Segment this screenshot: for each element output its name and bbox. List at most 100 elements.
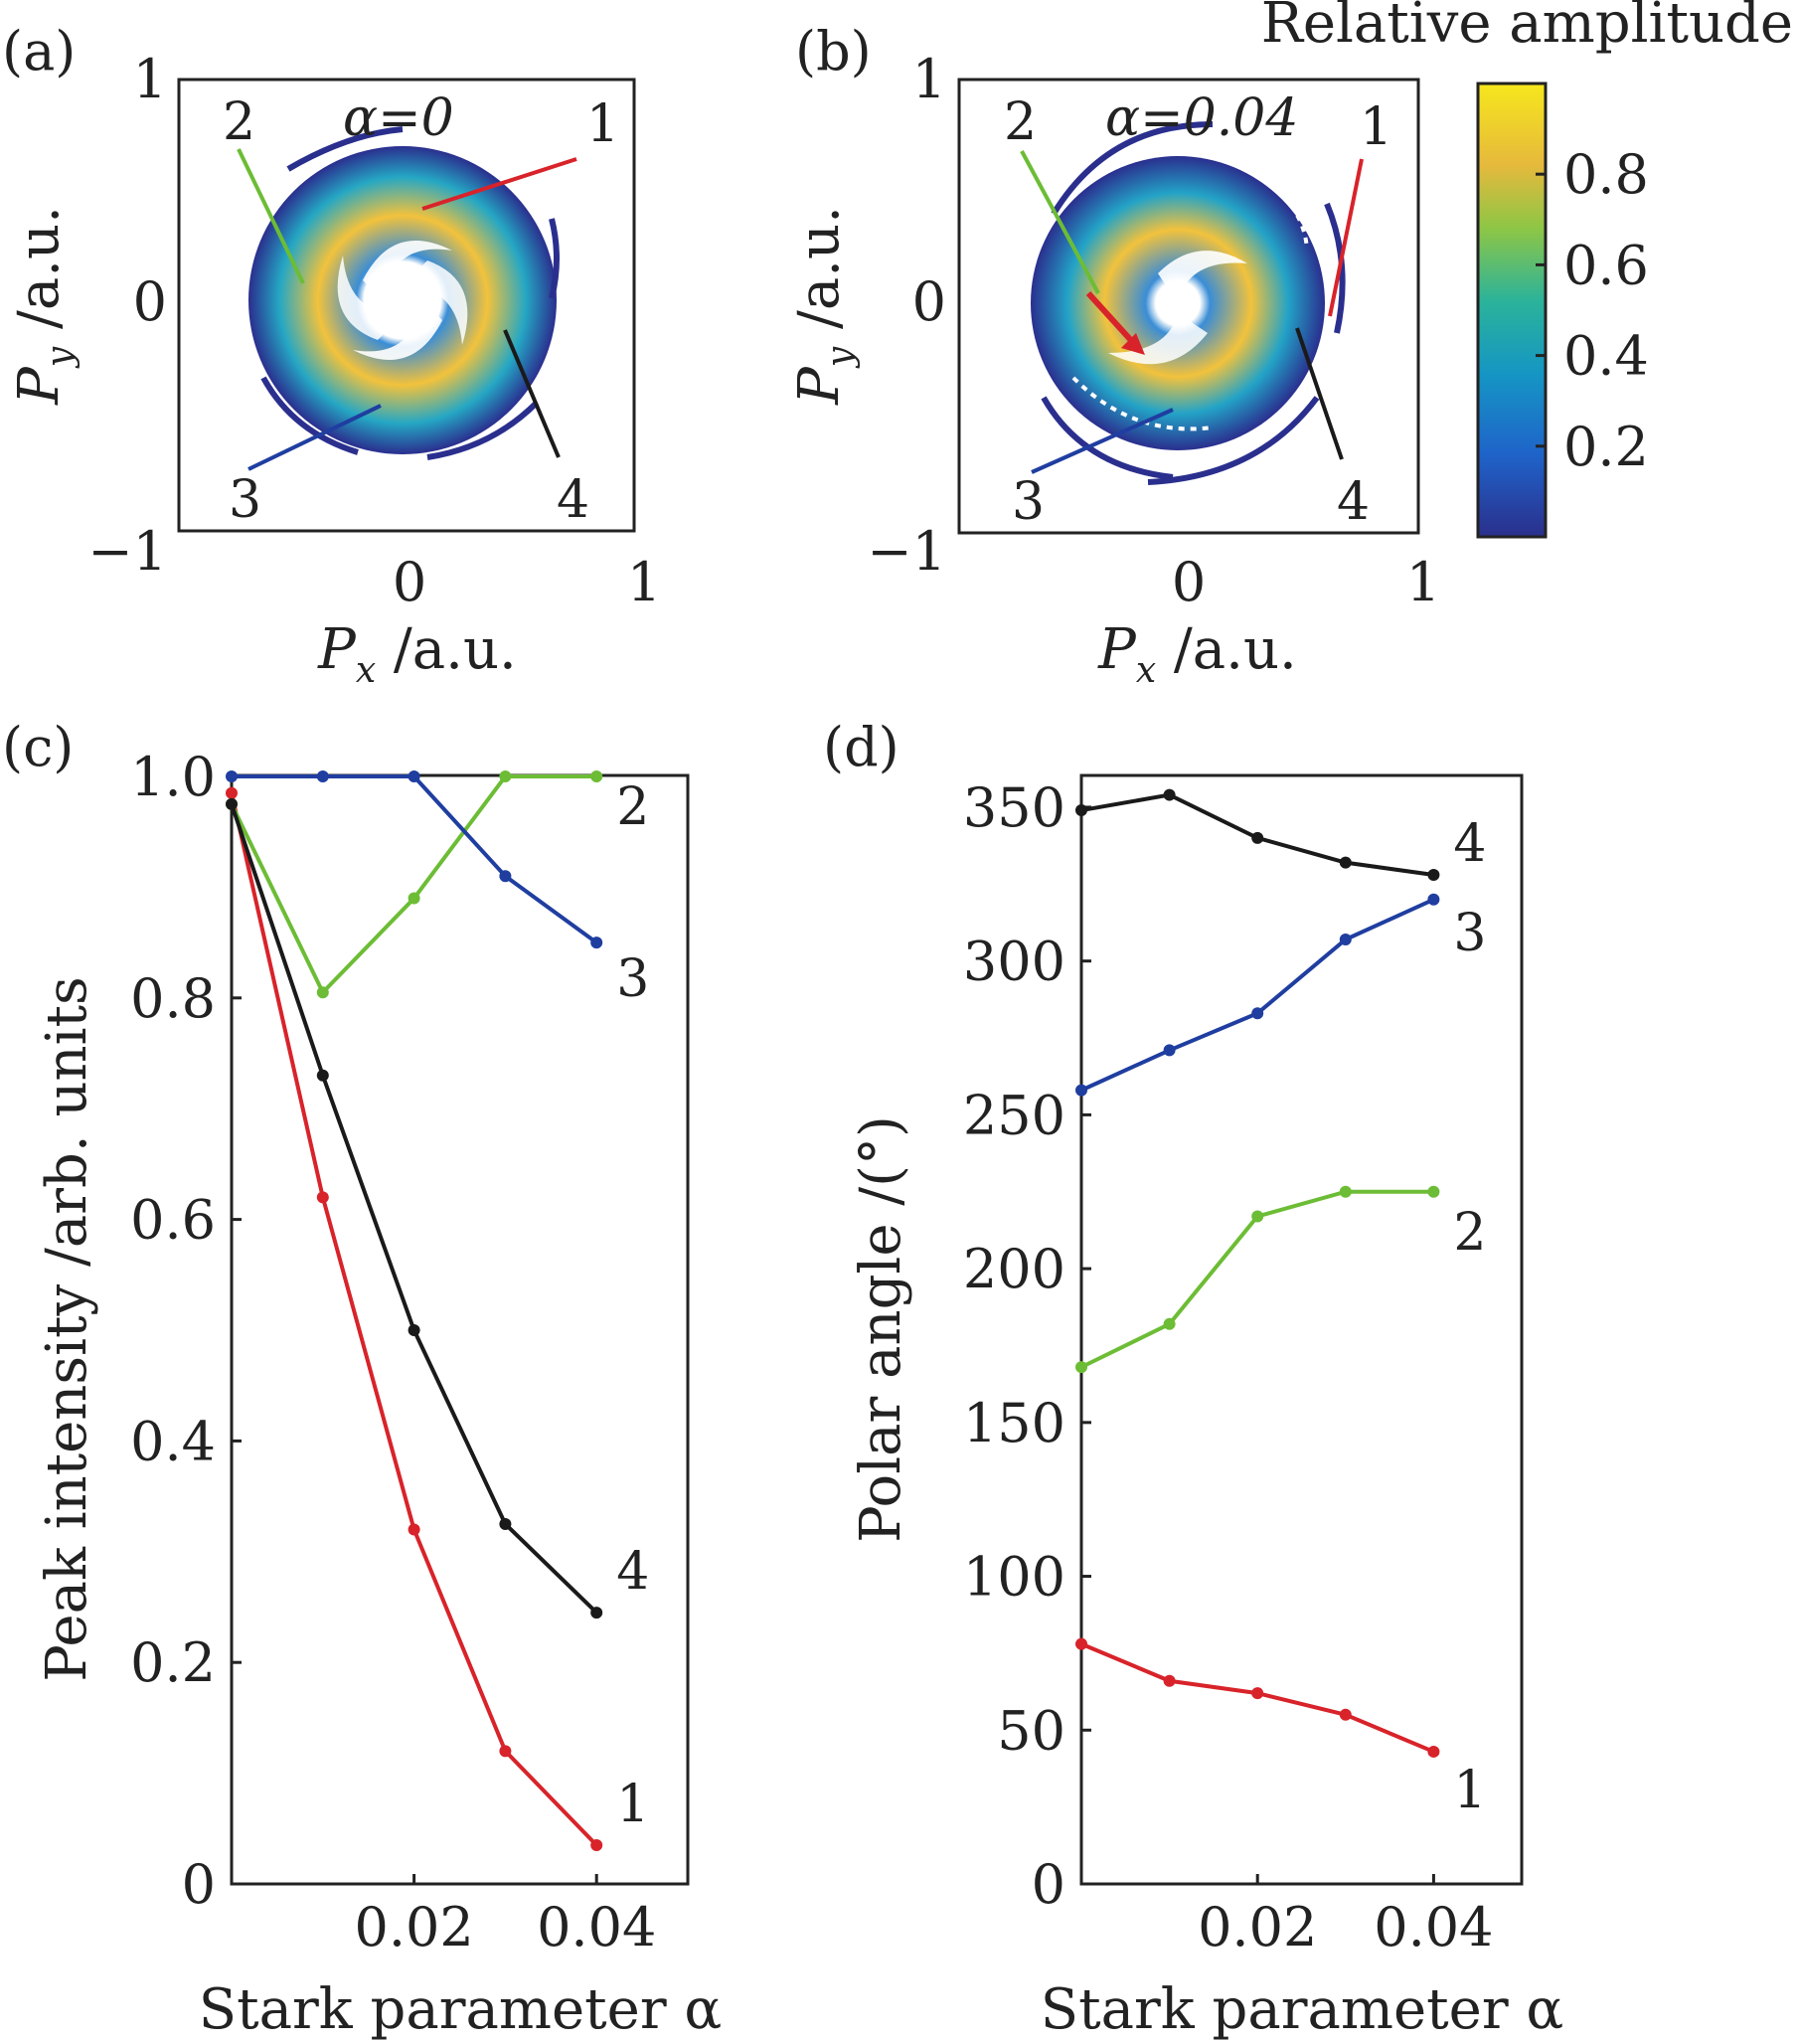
- plot-d-series-3-point: [1163, 1044, 1176, 1057]
- plot-d-series-2-label: 2: [1453, 1203, 1486, 1263]
- panel-b-annotation-3: 3: [1012, 472, 1045, 532]
- plot-d-series-1-point: [1163, 1674, 1176, 1687]
- plot-c-series-2-point: [499, 770, 512, 782]
- plot-c-ytick-label: 0: [182, 1853, 216, 1916]
- panel-a-annotation-2: 2: [223, 92, 255, 152]
- panel-d: (d) 0 50 100 150 200 250 300 350 0.02 0.04 1 2 3 4 St…: [823, 716, 1563, 2042]
- colorbar-tick-label: 0.8: [1563, 143, 1649, 206]
- plot-d-ytick-label: 100: [963, 1546, 1065, 1609]
- plot-c-ytick-label: 0.2: [130, 1631, 216, 1694]
- plot-c-xlabel: Stark parameter α: [199, 1977, 722, 2042]
- plot-d-xlabel: Stark parameter α: [1041, 1977, 1563, 2042]
- panel-a-annotation-4: 4: [557, 470, 589, 530]
- plot-d-ytick-label: 50: [997, 1699, 1065, 1762]
- plot-c-series-4-point: [499, 1517, 512, 1530]
- panel-b-xlabel: Px /a.u.: [1097, 617, 1297, 691]
- panel-a-xtick-0: 0: [393, 551, 426, 613]
- panel-a-ytick-m1: −1: [87, 520, 167, 583]
- plot-d-series-3-point: [1427, 893, 1440, 906]
- plot-c-series-4-point: [316, 1069, 329, 1082]
- plot-d-series-1-point: [1339, 1708, 1352, 1721]
- plot-c-ylabel: Peak intensity /arb. units: [35, 976, 99, 1681]
- colorbar-bar: [1476, 82, 1548, 539]
- plot-c-series-1-point: [408, 1523, 420, 1536]
- panel-a-label: (a): [2, 20, 76, 83]
- plot-d-ytick-label: 200: [963, 1238, 1065, 1300]
- plot-d-series-3-label: 3: [1453, 904, 1486, 963]
- plot-d-series-3-point: [1339, 934, 1352, 946]
- plot-c-ytick-label: 0.6: [130, 1189, 216, 1252]
- plot-d-xtick-label: 0.04: [1374, 1896, 1493, 1959]
- plot-d-ytick-label: 150: [963, 1392, 1065, 1454]
- plot-c-series-2-point: [316, 986, 329, 999]
- momentum-map-a: [248, 126, 560, 460]
- panel-a-ylabel: Py /a.u.: [7, 206, 81, 406]
- panel-a-annotation-1: 1: [586, 94, 619, 154]
- plot-d-ytick-label: 250: [963, 1084, 1065, 1146]
- plot-d-series-2-point: [1251, 1210, 1264, 1223]
- plot-d-xtick-label: 0.02: [1198, 1896, 1317, 1959]
- plot-d-series-3-point: [1075, 1084, 1087, 1097]
- plot-c-ytick-label: 0.8: [130, 967, 216, 1030]
- plot-c: 0 0.2 0.4 0.6 0.8 1.0 0.02 0.04 1 2 3 4: [130, 746, 656, 1959]
- plot-d-series-2-point: [1427, 1185, 1440, 1198]
- panel-b-xtick-1: 1: [1406, 551, 1440, 613]
- panel-b: (b) 1 2 3 4 α=0.04 1 0 −1 0 1 Px /a.u. P…: [787, 20, 1440, 691]
- plot-d-series-4-point: [1075, 804, 1087, 817]
- panel-b-label: (b): [795, 20, 872, 83]
- plot-c-series-3-point: [590, 937, 603, 949]
- panel-a-ytick-0: 0: [133, 270, 167, 333]
- plot-d-series-4-point: [1163, 788, 1176, 801]
- plot-d-ytick-label: 350: [963, 776, 1065, 839]
- panel-b-xtick-0: 0: [1172, 551, 1206, 613]
- plot-c-ytick-label: 0.4: [130, 1410, 216, 1472]
- plot-c-series-3-label: 3: [616, 949, 649, 1009]
- plot-d-series-2-point: [1339, 1185, 1352, 1198]
- plot-d-series-1-point: [1251, 1687, 1264, 1700]
- plot-c-series-4-point: [226, 797, 238, 810]
- plot-c-series-4-point: [590, 1607, 603, 1619]
- colorbar-tick-label: 0.6: [1563, 234, 1649, 296]
- plot-d-series-3-point: [1251, 1007, 1264, 1020]
- panel-b-ytick-1: 1: [912, 48, 946, 110]
- panel-b-ylabel: Py /a.u.: [787, 206, 861, 406]
- plot-d-series-2-point: [1075, 1361, 1087, 1374]
- panel-b-annotation-2: 2: [1004, 92, 1037, 152]
- momentum-disk-a: [248, 146, 557, 454]
- plot-c-series-3-point: [408, 770, 420, 782]
- panel-a-title: α=0: [343, 88, 454, 148]
- plot-c-series-2-point: [408, 892, 420, 905]
- plot-c-series-4-label: 4: [616, 1542, 649, 1602]
- panel-c-label: (c): [2, 716, 74, 778]
- plot-c-series-1-point: [499, 1745, 512, 1758]
- momentum-map-b: [1031, 121, 1346, 485]
- panel-b-annotation-1: 1: [1360, 97, 1392, 157]
- colorbar-tick-label: 0.4: [1563, 325, 1649, 388]
- plot-c-series-1-point: [590, 1839, 603, 1852]
- panel-a-annotation-3: 3: [229, 470, 261, 530]
- panel-a-xtick-1: 1: [627, 551, 661, 613]
- plot-d-series-1-label: 1: [1453, 1761, 1486, 1820]
- plot-c-series-1-point: [316, 1191, 329, 1204]
- plot-d-ytick-label: 0: [1032, 1853, 1065, 1916]
- panel-c: (c) 0 0.2 0.4 0.6 0.8 1.0 0.02 0.04 1 2 3 4 Stark p…: [2, 716, 722, 2042]
- plot-d-series-1-point: [1427, 1745, 1440, 1758]
- plot-c-series-1-point: [226, 786, 238, 799]
- plot-c-series-3-point: [226, 770, 238, 782]
- plot-d-series-2-point: [1163, 1317, 1176, 1330]
- plot-c-ytick-label: 1.0: [130, 746, 216, 808]
- panel-b-ytick-0: 0: [912, 270, 946, 333]
- colorbar-title: Relative amplitude: [1261, 0, 1793, 56]
- plot-c-series-3-point: [499, 870, 512, 883]
- plot-d-ylabel: Polar angle /(°): [849, 1115, 913, 1543]
- colorbar-ticks: 0.8 0.6 0.4 0.2: [1536, 143, 1649, 478]
- panel-b-annotation-4: 4: [1337, 472, 1370, 532]
- plot-d-ytick-label: 300: [963, 931, 1065, 993]
- panel-a: (a) 1 2 3 4 α=0 1 0 −1 0 1 Px /a.u. Py /…: [2, 20, 661, 691]
- plot-c-series-2-point: [590, 770, 603, 782]
- panel-a-xlabel: Px /a.u.: [317, 617, 517, 691]
- panel-b-ytick-m1: −1: [867, 520, 946, 583]
- plot-d-series-4-point: [1339, 856, 1352, 869]
- panel-b-title: α=0.04: [1105, 88, 1298, 148]
